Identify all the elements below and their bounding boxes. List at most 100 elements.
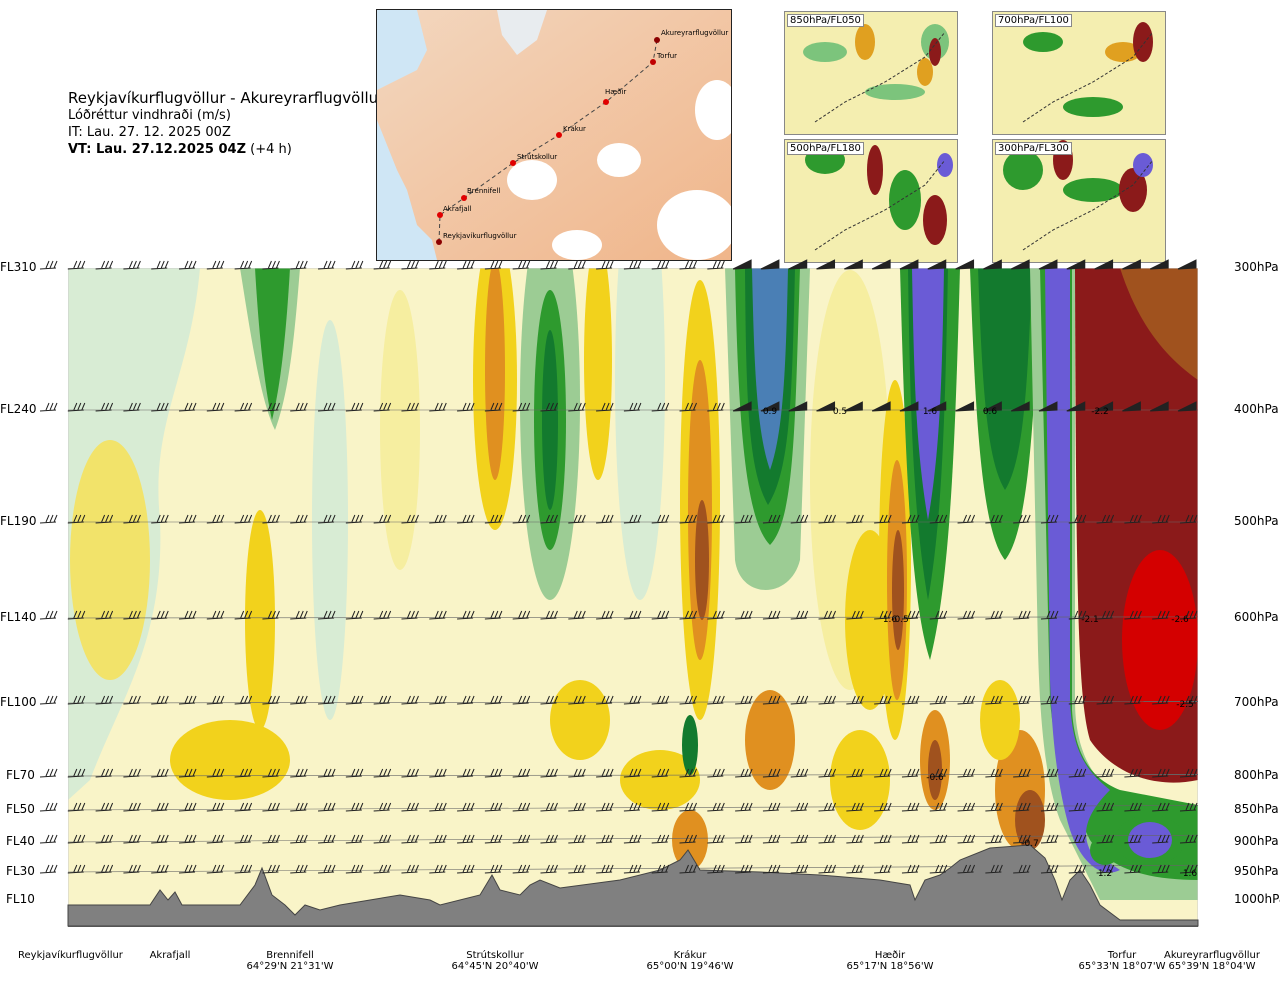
wind-barb	[262, 402, 280, 412]
wind-barb	[1013, 864, 1031, 874]
wind-barb	[623, 514, 642, 524]
wind-barb	[429, 768, 447, 778]
wind-barb	[178, 695, 197, 705]
wind-barb	[1149, 259, 1169, 270]
mini-map-700: 700hPa/FL100	[992, 11, 1166, 135]
hpa-label-400hPa: 400hPa	[1234, 402, 1279, 416]
wind-barb	[67, 610, 86, 620]
mini-map-850-graphic	[785, 12, 957, 134]
wind-barb	[39, 695, 58, 705]
hpa-label-1000hPa: 1000hPa	[1234, 892, 1280, 906]
wind-barb	[206, 610, 225, 620]
wind-barb	[512, 864, 531, 874]
wind-barb	[1124, 802, 1142, 812]
value-label: -2.5	[1176, 700, 1194, 710]
wind-barb	[318, 695, 336, 705]
wind-barb	[1066, 401, 1086, 412]
wind-barb	[871, 401, 891, 412]
wind-barb	[762, 695, 781, 705]
map-label-akureyri: Akureyrarflugvöllur	[661, 29, 729, 37]
wind-barb	[651, 610, 670, 620]
level-line-600hPa	[67, 616, 1199, 619]
station-name: Torfur	[1107, 950, 1137, 961]
wind-barb	[1013, 768, 1031, 778]
value-label: 1.6	[923, 407, 938, 417]
wind-barb	[929, 802, 948, 812]
wind-barb	[623, 864, 642, 874]
wind-barb	[1066, 259, 1086, 270]
station-coordinates: 65°17'N 18°56'W	[846, 961, 934, 972]
wind-barb	[540, 834, 558, 844]
wind-barb	[1010, 401, 1030, 412]
station-coordinates: 64°29'N 21°31'W	[246, 961, 334, 972]
wind-barb	[151, 864, 169, 874]
wind-barb	[178, 802, 197, 812]
wind-barb	[206, 514, 225, 524]
wind-barb	[95, 834, 114, 844]
wind-barb	[123, 834, 141, 844]
wind-barb	[1096, 864, 1115, 874]
issue-time: IT: Lau. 27. 12. 2025 00Z	[68, 125, 231, 140]
wind-barb	[457, 260, 475, 270]
wind-barb	[1124, 768, 1142, 778]
wind-barb	[1040, 514, 1059, 524]
wind-barb	[151, 514, 169, 524]
station-name: Hæðir	[874, 950, 906, 961]
wind-barb	[262, 834, 280, 844]
wind-barb	[262, 864, 280, 874]
chart-title-block: Reykjavíkurflugvöllur - Akureyrarflugvöl…	[68, 90, 384, 158]
wind-barb	[957, 834, 976, 844]
wind-barb	[1094, 259, 1114, 270]
value-annotations: 0.9 0.5 1.6 0.6 -2.2-0.51.6 -2.1 -2.6-2.5-0.6-…	[763, 407, 1198, 879]
wind-barb	[429, 695, 447, 705]
wind-barb	[596, 864, 614, 874]
mini-map-500: 500hPa/FL180	[784, 139, 958, 263]
wind-barb	[484, 695, 503, 705]
wind-barb	[899, 259, 919, 270]
wind-barb	[95, 695, 114, 705]
value-label: 1.6	[883, 615, 898, 625]
wind-barb	[735, 802, 753, 812]
wind-barb	[123, 768, 141, 778]
wind-barb	[1068, 610, 1087, 620]
wind-barb	[1096, 514, 1115, 524]
wind-barb	[484, 514, 503, 524]
wind-barb	[457, 514, 475, 524]
wind-barb	[651, 864, 670, 874]
wind-barb	[401, 864, 419, 874]
wind-barb	[623, 834, 642, 844]
wind-barb	[457, 610, 475, 620]
hpa-label-500hPa: 500hPa	[1234, 514, 1279, 528]
wind-barb	[290, 402, 308, 412]
wind-barb	[151, 834, 169, 844]
wind-barb	[512, 802, 531, 812]
wind-barb	[985, 834, 1003, 844]
wind-barb	[1068, 864, 1087, 874]
wind-barb	[929, 514, 948, 524]
wind-barb	[345, 834, 364, 844]
wind-barb	[846, 864, 864, 874]
station-label-7: Akureyrarflugvöllur 65°39'N 18°04'W	[1162, 950, 1262, 972]
wind-barb	[234, 864, 253, 874]
wind-barb	[1179, 864, 1198, 874]
wind-barb	[318, 402, 336, 412]
wind-barb	[1124, 514, 1142, 524]
wind-barb	[874, 802, 892, 812]
wind-barb	[957, 695, 976, 705]
value-label: 0.6	[983, 407, 998, 417]
wind-barb	[206, 768, 225, 778]
wind-barb	[874, 610, 892, 620]
wind-barb	[596, 402, 614, 412]
wind-barb	[874, 834, 892, 844]
wind-barb	[679, 610, 697, 620]
wind-barb	[596, 768, 614, 778]
hpa-label-900hPa: 900hPa	[1234, 834, 1279, 848]
wind-barb	[178, 402, 197, 412]
wind-barb	[929, 610, 948, 620]
wind-barb	[1179, 834, 1198, 844]
wind-barb	[318, 802, 336, 812]
hpa-label-700hPa: 700hPa	[1234, 695, 1279, 709]
wind-barb	[707, 514, 725, 524]
wind-barb	[373, 768, 392, 778]
